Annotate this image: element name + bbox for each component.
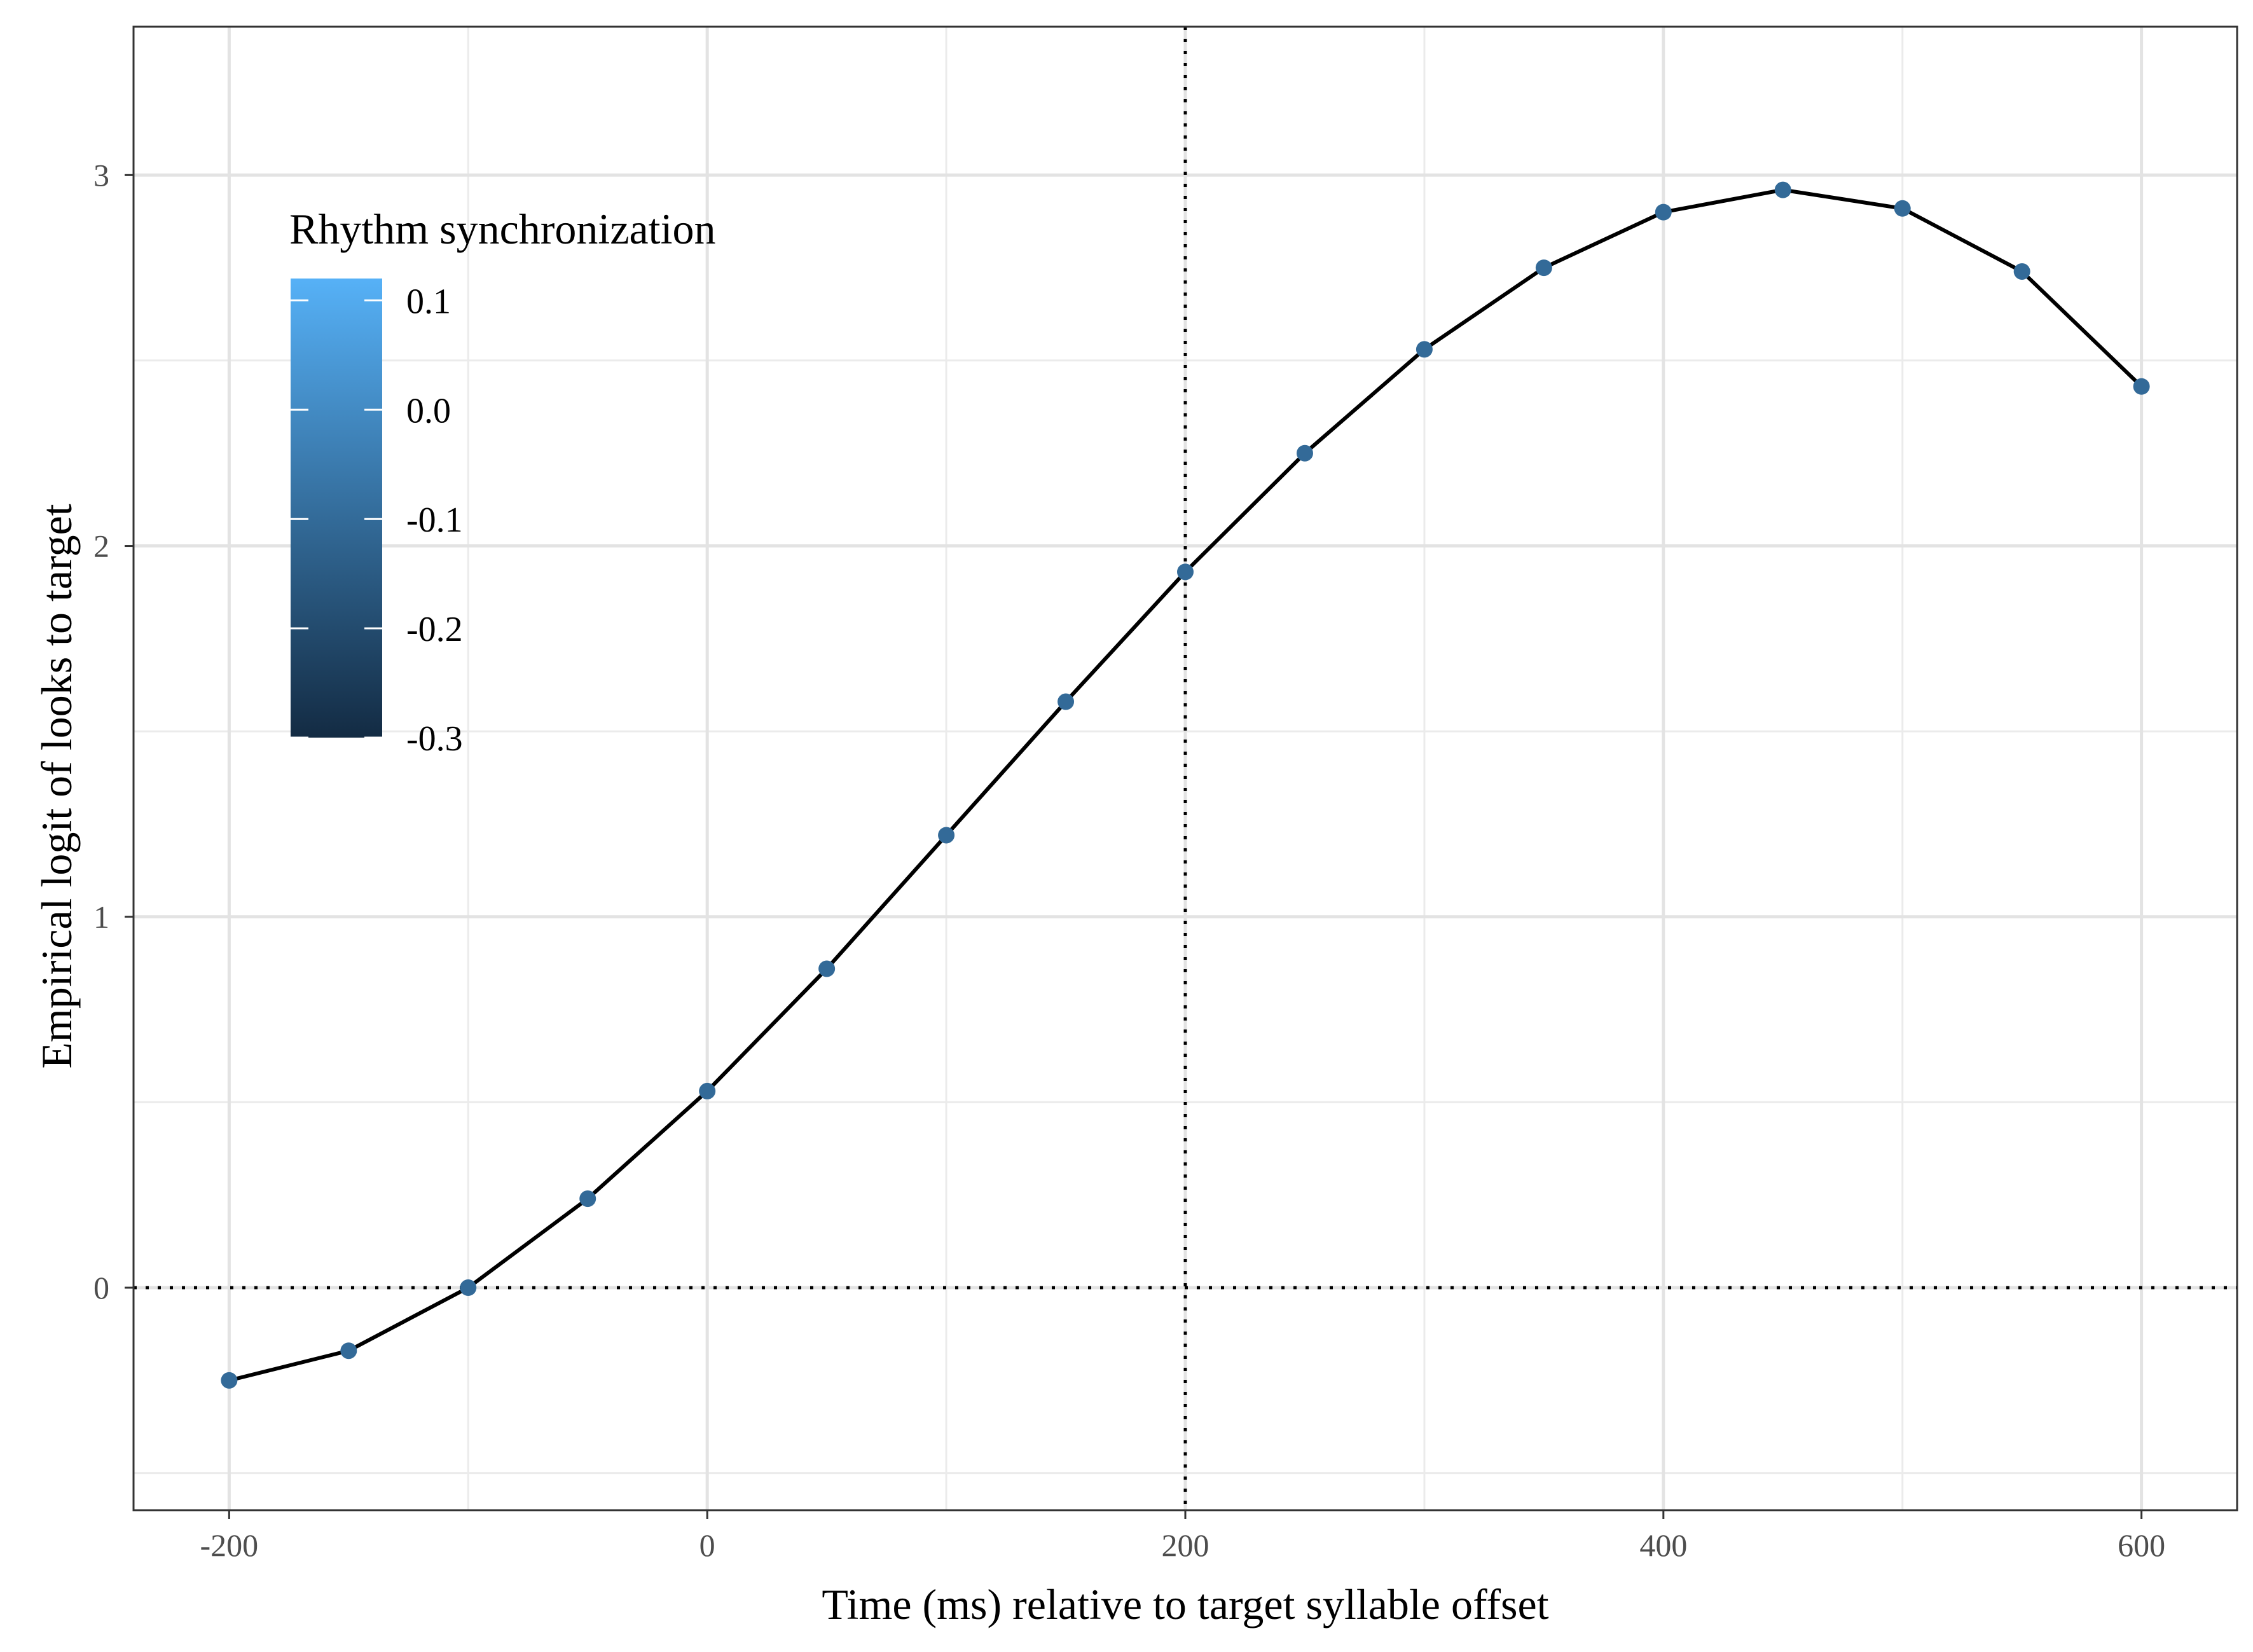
data-points	[221, 181, 2150, 1389]
data-point	[579, 1190, 596, 1208]
x-tick-label: -200	[200, 1527, 259, 1563]
x-tick-label: 600	[2118, 1527, 2165, 1563]
y-tick-label: 1	[93, 899, 109, 935]
colorbar	[291, 279, 382, 738]
x-axis-title: Time (ms) relative to target syllable of…	[822, 1580, 1548, 1628]
colorbar-tick-label: -0.3	[406, 719, 463, 759]
data-point	[2013, 263, 2030, 280]
x-tick-label: 200	[1162, 1527, 1209, 1563]
x-tick-label: 0	[699, 1527, 715, 1563]
colorbar-tick-label: -0.2	[406, 610, 463, 649]
data-point	[818, 960, 836, 977]
y-axis: 0 1 2 3	[93, 157, 134, 1305]
colorbar-tick-label: 0.0	[406, 391, 451, 430]
data-point	[460, 1279, 477, 1297]
reference-lines	[134, 27, 2237, 1510]
x-axis: -200 0 200 400 600	[200, 1510, 2165, 1563]
data-point	[1177, 563, 1194, 581]
y-tick-label: 3	[93, 157, 109, 193]
data-point	[1894, 200, 1911, 217]
data-point	[1296, 444, 1313, 462]
data-point	[699, 1082, 716, 1099]
colorbar-ticks: 0.1 0.0 -0.1 -0.2 -0.3	[291, 282, 463, 759]
data-point	[340, 1342, 357, 1359]
legend: Rhythm synchronization 0.1 0.0 -0.1 -0.2 -0.…	[289, 205, 715, 759]
x-tick-label: 400	[1639, 1527, 1687, 1563]
y-tick-label: 0	[93, 1270, 109, 1305]
data-point	[1774, 181, 1791, 198]
data-point	[1535, 259, 1552, 277]
data-point	[1058, 693, 1075, 710]
y-tick-label: 2	[93, 528, 109, 564]
data-point	[938, 827, 955, 844]
y-axis-title: Empirical logit of looks to target	[32, 504, 81, 1068]
data-point	[2133, 378, 2150, 395]
data-point	[1655, 203, 1672, 221]
data-point	[221, 1372, 238, 1389]
colorbar-tick-label: 0.1	[406, 282, 451, 321]
data-point	[1416, 341, 1433, 358]
colorbar-tick-label: -0.1	[406, 500, 463, 540]
legend-title: Rhythm synchronization	[289, 205, 715, 253]
